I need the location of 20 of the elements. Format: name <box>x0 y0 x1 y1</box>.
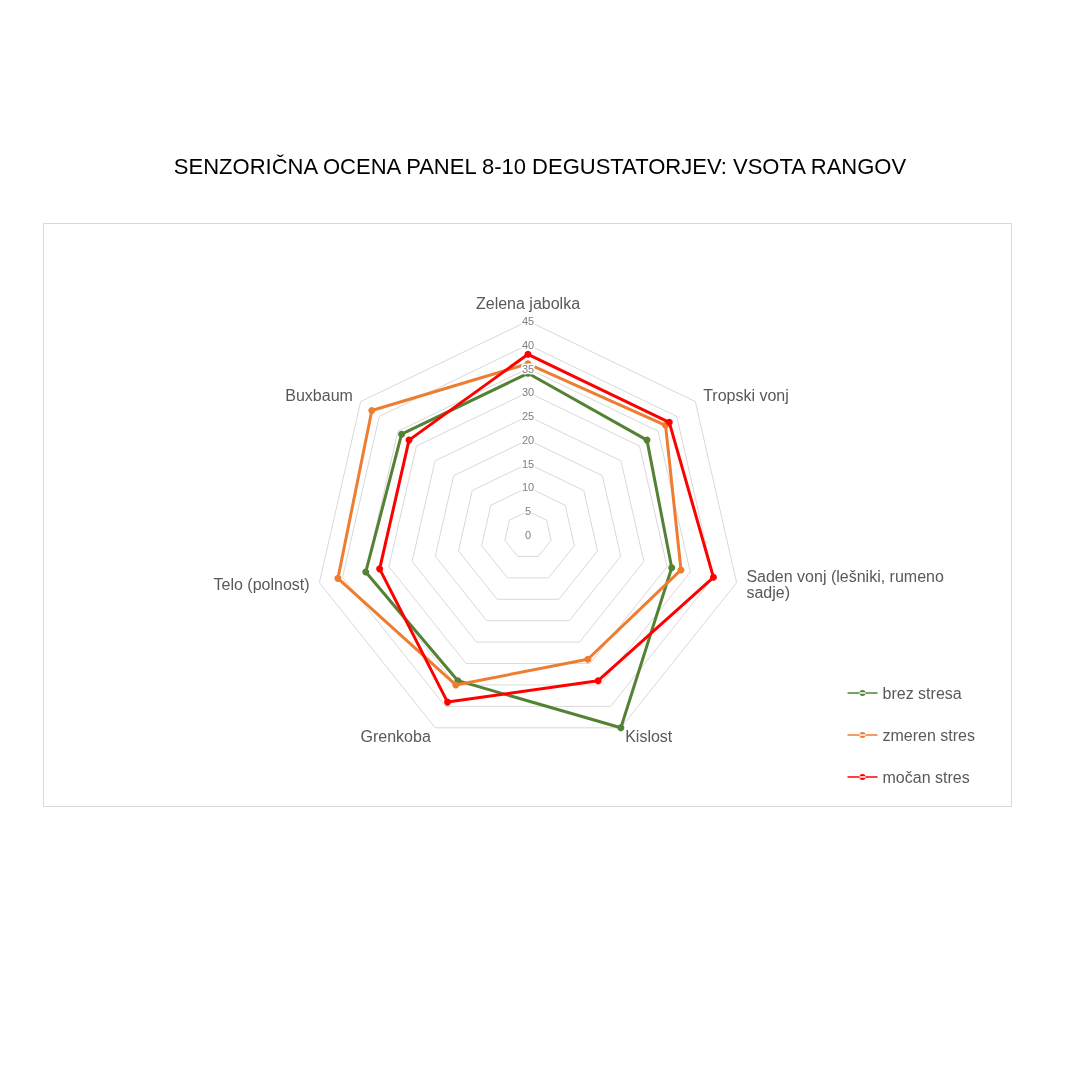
y-tick-label: 45 <box>521 315 535 327</box>
spoke-label: Grenkoba <box>360 728 431 746</box>
spoke-label: Tropski vonj <box>703 386 789 404</box>
y-tick-label: 20 <box>521 433 535 446</box>
y-tick-label: 30 <box>521 386 535 399</box>
legend-label: zmeren stres <box>882 726 975 744</box>
chart-title: SENZORIČNA OCENA PANEL 8-10 DEGUSTATORJEV: VSOTA RANGOV <box>173 153 907 179</box>
legend-label: močan stres <box>882 768 970 786</box>
spoke-label: Buxbaum <box>285 386 353 404</box>
spoke-label: Telo (polnost) <box>213 576 310 594</box>
y-tick-label: 5 <box>524 505 532 518</box>
y-tick-label: 0 <box>524 529 532 541</box>
legend-label: brez stresa <box>882 684 962 702</box>
y-tick-label: 25 <box>521 410 535 423</box>
spoke-label: Kislost <box>625 728 673 746</box>
spoke-label: Zelena jabolka <box>475 294 581 312</box>
y-tick-label: 10 <box>521 481 535 494</box>
y-tick-label: 15 <box>521 457 535 470</box>
spoke-label: Saden vonj (lešniki, rumeno sadje) <box>746 568 944 602</box>
y-tick-label: 40 <box>521 338 535 351</box>
